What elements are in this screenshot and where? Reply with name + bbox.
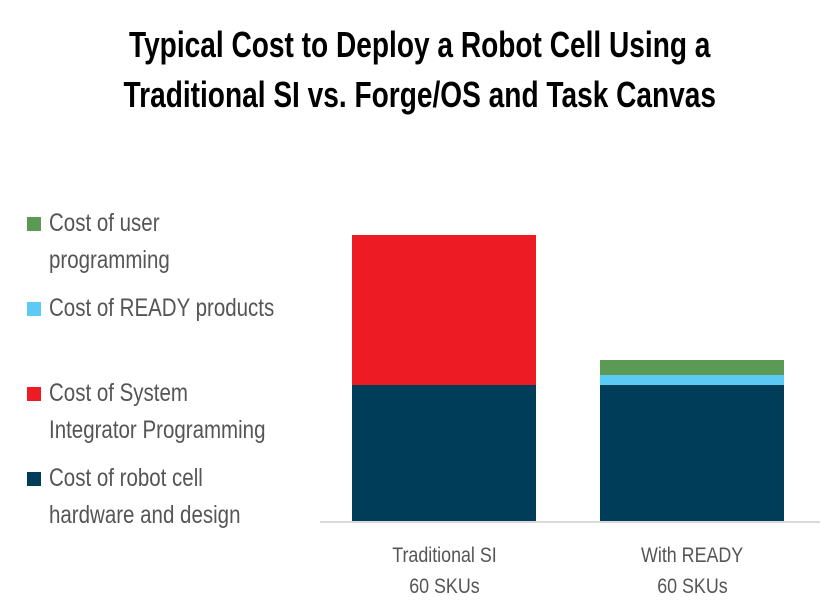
x-tick-label-traditional-si: Traditional SI 60 SKUs — [391, 544, 497, 598]
legend-label-si-programming: Cost of System Integrator Programming — [49, 379, 266, 444]
legend-label-hardware: Cost of robot cell hardware and design — [49, 464, 241, 529]
x-tick-label-with-ready: With READY 60 SKUs — [640, 544, 744, 598]
bar-segment-traditional-si-series-0 — [352, 385, 536, 521]
legend-swatch-user-programming — [27, 217, 41, 231]
chart-title-line-1: Typical Cost to Deploy a Robot Cell Usin… — [128, 24, 711, 65]
legend-label-ready-products: Cost of READY products — [49, 294, 275, 322]
bar-segment-with-ready-series-3 — [600, 360, 784, 375]
chart-title-line-2: Traditional SI vs. Forge/OS and Task Can… — [123, 74, 716, 115]
bar-segment-with-ready-series-0 — [600, 385, 784, 521]
legend-swatch-ready-products — [27, 302, 41, 316]
legend-label-user-programming: Cost of user programming — [49, 209, 170, 274]
bar-segment-with-ready-series-2 — [600, 375, 784, 385]
legend-swatch-hardware — [27, 472, 41, 486]
bar-segment-traditional-si-series-1 — [352, 235, 536, 385]
legend-swatch-si-programming — [27, 387, 41, 401]
